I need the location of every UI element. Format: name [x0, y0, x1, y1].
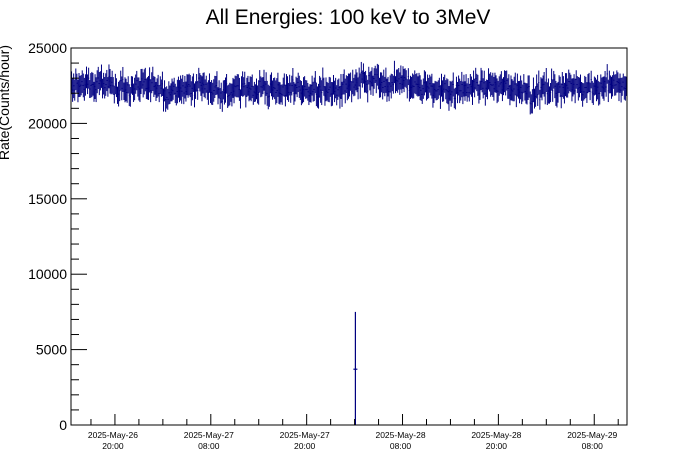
- x-tick-time-label: 20:00: [294, 441, 316, 451]
- x-tick-time-label: 08:00: [390, 441, 412, 451]
- x-axis-ticks: 2025-May-2620:002025-May-2708:002025-May…: [88, 414, 619, 451]
- x-tick-date-label: 2025-May-26: [88, 430, 138, 440]
- chart-title: All Energies: 100 keV to 3MeV: [206, 6, 491, 29]
- y-tick-label: 15000: [28, 191, 67, 207]
- x-tick-time-label: 08:00: [582, 441, 604, 451]
- y-tick-label: 0: [59, 417, 67, 433]
- y-tick-label: 25000: [28, 40, 67, 56]
- x-tick-date-label: 2025-May-27: [184, 430, 234, 440]
- plot-frame: [70, 47, 628, 426]
- y-tick-label: 20000: [28, 115, 67, 131]
- x-tick-time-label: 20:00: [102, 441, 124, 451]
- x-tick-date-label: 2025-May-29: [567, 430, 617, 440]
- x-tick-date-label: 2025-May-28: [471, 430, 521, 440]
- x-tick-date-label: 2025-May-27: [280, 430, 330, 440]
- y-tick-label: 5000: [36, 342, 67, 358]
- x-tick-time-label: 08:00: [198, 441, 220, 451]
- x-tick-time-label: 20:00: [486, 441, 508, 451]
- x-tick-date-label: 2025-May-28: [375, 430, 425, 440]
- axes: [70, 47, 628, 426]
- y-axis-label: Rate(Counts/hour): [0, 45, 12, 160]
- y-axis-ticks: 0 5000 10000 15000 20000 25000: [28, 40, 87, 433]
- y-tick-label: 10000: [28, 266, 67, 282]
- data-series: [70, 60, 628, 425]
